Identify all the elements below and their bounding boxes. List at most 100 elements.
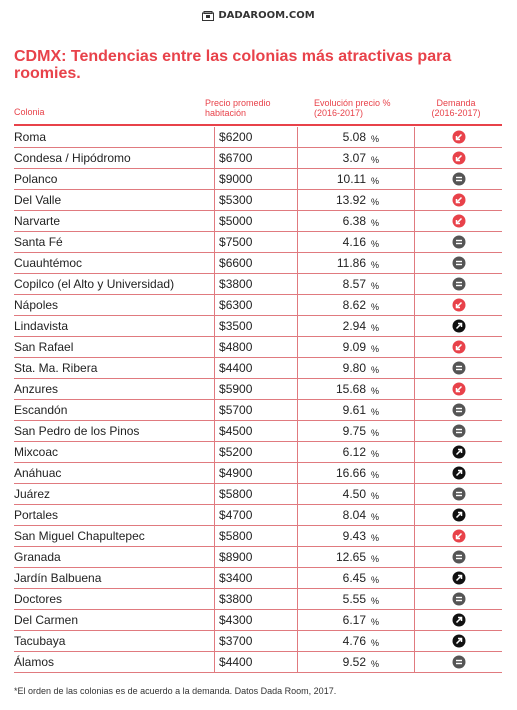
column-divider — [297, 274, 298, 294]
demand-down-icon — [452, 193, 466, 207]
header-precio: Precio promedio habitación — [205, 98, 271, 118]
currency-symbol: $ — [219, 172, 226, 186]
percent-sign: % — [371, 533, 380, 543]
table-row: Portales $4700 8.04% — [14, 505, 502, 526]
column-divider — [414, 148, 415, 168]
evolucion-value: 8.57 — [342, 277, 366, 291]
evolucion-value: 5.55 — [342, 592, 366, 606]
column-divider — [214, 400, 215, 420]
column-divider — [297, 526, 298, 546]
precio-value: $5800 — [219, 529, 261, 543]
column-divider — [414, 463, 415, 483]
column-divider — [414, 526, 415, 546]
column-divider — [297, 505, 298, 525]
column-divider — [297, 568, 298, 588]
currency-symbol: $ — [219, 256, 226, 270]
percent-sign: % — [371, 659, 380, 669]
percent-sign: % — [371, 344, 380, 354]
column-divider — [297, 463, 298, 483]
column-divider — [214, 169, 215, 189]
table-row: Roma $6200 5.08% — [14, 127, 502, 148]
column-divider — [414, 253, 415, 273]
demand-equal-icon — [452, 424, 466, 438]
evolucion-value: 5.08 — [342, 130, 366, 144]
evolucion-value: 12.65 — [335, 550, 366, 564]
column-divider — [414, 169, 415, 189]
currency-symbol: $ — [219, 319, 226, 333]
demand-equal-icon — [452, 172, 466, 186]
currency-symbol: $ — [219, 571, 226, 585]
evolucion-value: 9.80 — [342, 361, 366, 375]
precio-number: 5900 — [225, 382, 253, 396]
column-divider — [214, 505, 215, 525]
column-divider — [297, 442, 298, 462]
column-divider — [414, 190, 415, 210]
colonia-name: Escandón — [14, 403, 68, 417]
precio-number: 3700 — [225, 634, 253, 648]
demand-equal-icon — [452, 487, 466, 501]
currency-symbol: $ — [219, 277, 226, 291]
currency-symbol: $ — [219, 340, 226, 354]
precio-value: $6200 — [219, 130, 261, 144]
percent-sign: % — [371, 155, 380, 165]
table-row: Escandón $5700 9.61% — [14, 400, 502, 421]
table-row: Sta. Ma. Ribera $4400 9.80% — [14, 358, 502, 379]
currency-symbol: $ — [219, 382, 226, 396]
precio-number: 3800 — [225, 592, 253, 606]
colonia-name: Roma — [14, 130, 47, 144]
evolucion-value: 9.52 — [342, 655, 366, 669]
colonia-name: Polanco — [14, 172, 58, 186]
colonia-name: Cuauhtémoc — [14, 256, 83, 270]
evolucion-value: 9.09 — [342, 340, 366, 354]
colonia-name: Del Valle — [14, 193, 62, 207]
percent-sign: % — [371, 491, 380, 501]
table-row: Del Valle $5300 13.92% — [14, 190, 502, 211]
table-row: San Rafael $4800 9.09% — [14, 337, 502, 358]
column-divider — [214, 589, 215, 609]
table-row: Doctores $3800 5.55% — [14, 589, 502, 610]
percent-sign: % — [371, 176, 380, 186]
column-divider — [297, 400, 298, 420]
header-demanda: Demanda (2016-2017) — [431, 98, 481, 118]
currency-symbol: $ — [219, 529, 226, 543]
column-divider — [414, 358, 415, 378]
evolucion-value: 3.07 — [342, 151, 366, 165]
column-divider — [414, 484, 415, 504]
evolucion-value: 4.16 — [342, 235, 366, 249]
colonia-name: Mixcoac — [14, 445, 59, 459]
evolucion-value: 9.61 — [342, 403, 366, 417]
column-divider — [214, 484, 215, 504]
demand-up-icon — [452, 613, 466, 627]
column-divider — [297, 190, 298, 210]
precio-value: $4400 — [219, 655, 261, 669]
column-divider — [214, 232, 215, 252]
precio-value: $6700 — [219, 151, 261, 165]
table-row: Santa Fé $7500 4.16% — [14, 232, 502, 253]
currency-symbol: $ — [219, 424, 226, 438]
column-divider — [414, 379, 415, 399]
precio-number: 4500 — [225, 424, 253, 438]
precio-value: $3400 — [219, 571, 261, 585]
precio-number: 5000 — [225, 214, 253, 228]
demand-down-icon — [452, 130, 466, 144]
column-divider — [214, 316, 215, 336]
column-divider — [214, 610, 215, 630]
demand-up-icon — [452, 508, 466, 522]
precio-value: $4400 — [219, 361, 261, 375]
precio-value: $6300 — [219, 298, 261, 312]
precio-number: 4300 — [225, 613, 253, 627]
currency-symbol: $ — [219, 235, 226, 249]
colonia-name: Anzures — [14, 382, 59, 396]
column-divider — [297, 379, 298, 399]
precio-value: $3700 — [219, 634, 261, 648]
precio-number: 6700 — [225, 151, 253, 165]
table-row: San Pedro de los Pinos $4500 9.75% — [14, 421, 502, 442]
table-row: Cuauhtémoc $6600 11.86% — [14, 253, 502, 274]
column-divider — [214, 442, 215, 462]
evolucion-value: 10.11 — [336, 172, 366, 186]
colonia-name: Jardín Balbuena — [14, 571, 102, 585]
column-divider — [297, 610, 298, 630]
colonia-name: Álamos — [14, 655, 55, 669]
box-logo-icon — [202, 10, 215, 21]
demand-up-icon — [452, 466, 466, 480]
